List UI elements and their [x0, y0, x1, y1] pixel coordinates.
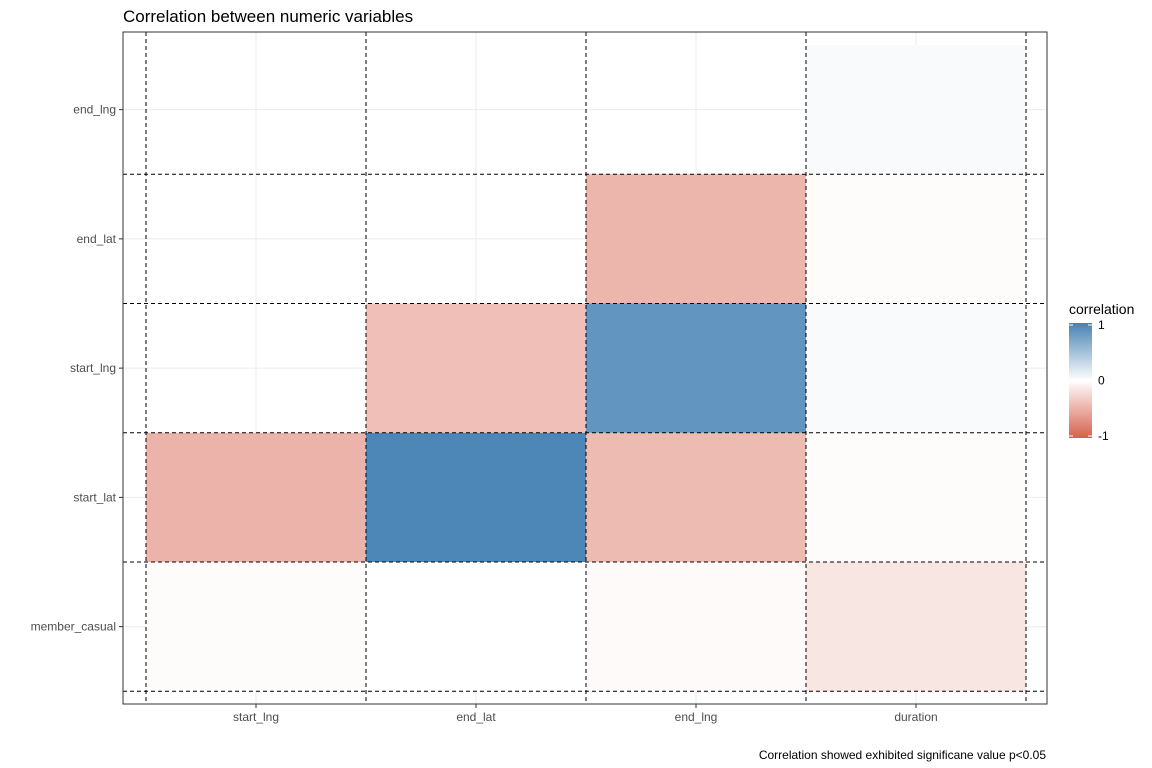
- heatmap-cell: [366, 562, 586, 692]
- x-axis: start_lng end_lat end_lng duration: [233, 704, 938, 724]
- legend-title: correlation: [1069, 301, 1134, 317]
- heatmap-cell: [366, 432, 586, 562]
- x-tick-label: end_lat: [456, 710, 496, 724]
- chart-caption: Correlation showed exhibited significane…: [759, 748, 1047, 762]
- y-tick-label: start_lat: [73, 490, 116, 504]
- x-tick-label: end_lng: [675, 710, 718, 724]
- y-tick-label: start_lng: [70, 361, 116, 375]
- cell-borders: [123, 32, 1047, 704]
- heatmap-cell: [146, 432, 366, 562]
- heatmap-cell: [586, 432, 806, 562]
- legend-tick-label: 1: [1098, 318, 1105, 332]
- heatmap-cell: [806, 174, 1026, 304]
- chart-title: Correlation between numeric variables: [123, 7, 413, 26]
- y-tick-label: member_casual: [31, 620, 116, 634]
- legend-tick-label: -1: [1098, 429, 1109, 443]
- y-axis: member_casual start_lat start_lng end_lat en…: [31, 103, 123, 634]
- heatmap-cell: [806, 432, 1026, 562]
- heatmap-cell: [586, 562, 806, 692]
- y-tick-label: end_lng: [73, 103, 116, 117]
- heatmap-cell: [586, 303, 806, 433]
- legend: correlation 1 0 -1: [1069, 301, 1134, 443]
- y-tick-label: end_lat: [77, 232, 117, 246]
- heatmap-cell: [806, 45, 1026, 175]
- heatmap-cells: [146, 45, 1026, 692]
- legend-tick-label: 0: [1098, 374, 1105, 388]
- heatmap-cell: [146, 562, 366, 692]
- heatmap-cell: [586, 174, 806, 304]
- heatmap-cell: [806, 562, 1026, 692]
- x-tick-label: duration: [894, 710, 937, 724]
- legend-ticks: 1 0 -1: [1069, 318, 1109, 443]
- heatmap-cell: [366, 303, 586, 433]
- heatmap-cell: [806, 303, 1026, 433]
- x-tick-label: start_lng: [233, 710, 279, 724]
- legend-colorbar: [1069, 323, 1092, 438]
